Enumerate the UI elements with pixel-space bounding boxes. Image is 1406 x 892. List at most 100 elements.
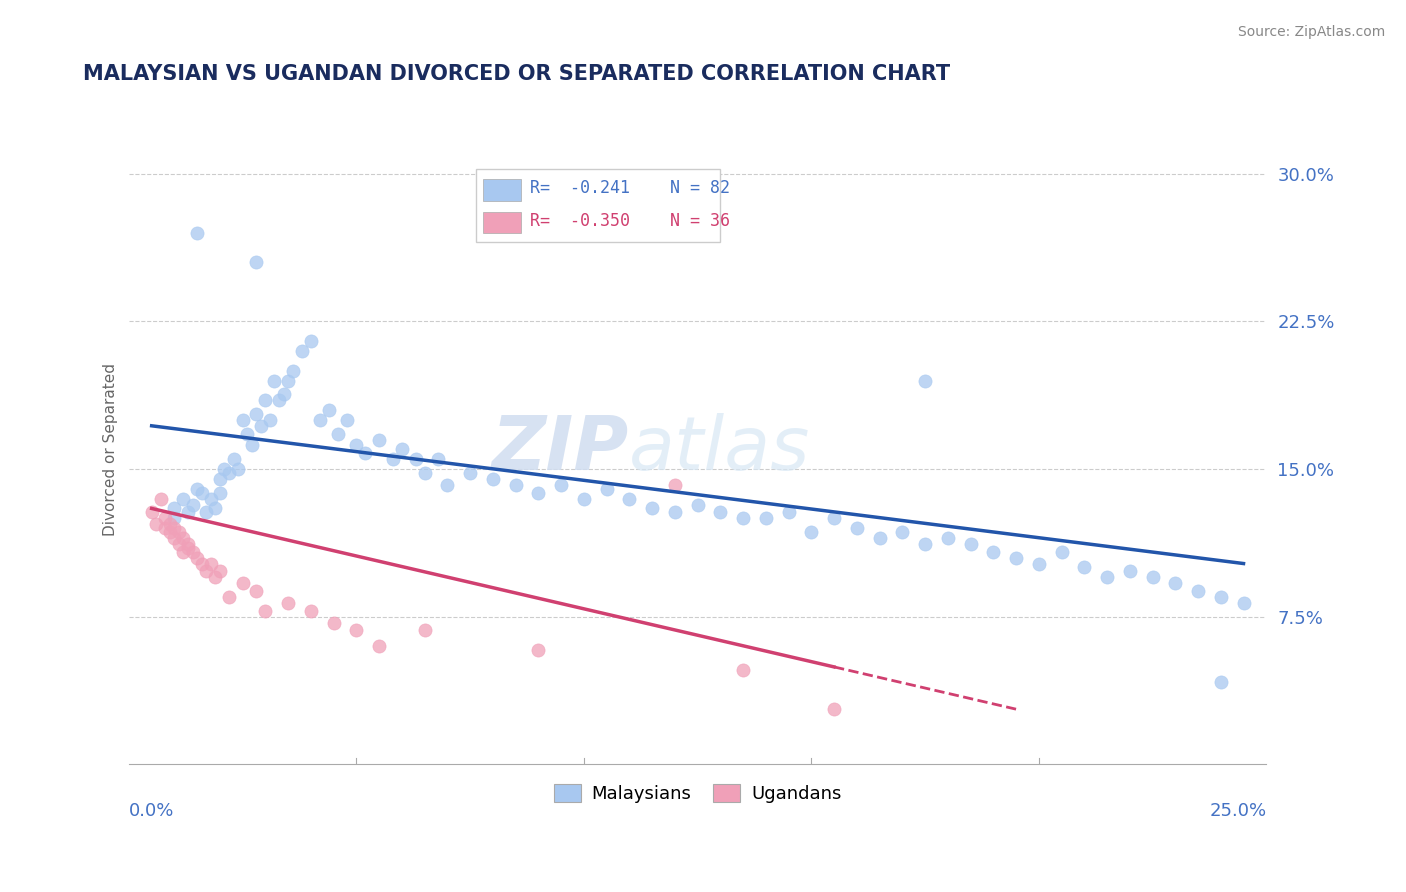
Point [344,438,367,452]
Point [172,491,194,506]
Point [845,521,868,535]
Point [413,624,436,638]
Point [368,433,391,447]
Point [328,426,350,441]
Point [709,505,731,519]
Text: R=  -0.241    N = 82: R= -0.241 N = 82 [530,179,730,197]
Point [427,452,450,467]
Point [458,466,481,480]
Point [291,344,314,359]
Point [823,702,845,716]
Point [186,482,208,496]
Point [204,501,226,516]
Point [318,403,340,417]
Point [1028,557,1050,571]
Y-axis label: Divorced or Separated: Divorced or Separated [103,363,118,536]
Point [190,557,212,571]
Point [778,505,800,519]
Text: atlas: atlas [630,413,811,485]
Point [159,524,181,539]
Point [733,511,755,525]
Point [686,498,709,512]
Point [869,531,891,545]
Text: ZIP: ZIP [492,413,630,486]
Point [733,663,755,677]
Point [200,491,222,506]
Point [273,387,295,401]
Point [391,442,413,457]
Text: R=  -0.350    N = 36: R= -0.350 N = 36 [530,211,730,230]
Point [1119,565,1142,579]
Legend: Malaysians, Ugandans: Malaysians, Ugandans [544,774,851,812]
Point [163,521,186,535]
Point [1209,590,1232,604]
Point [167,524,190,539]
Point [167,537,190,551]
FancyBboxPatch shape [482,212,522,234]
Text: 0.0%: 0.0% [129,802,174,820]
Point [181,498,204,512]
Point [800,524,823,539]
Point [177,505,200,519]
Point [1164,576,1187,591]
Point [981,545,1004,559]
Point [172,545,194,559]
Point [755,511,778,525]
Point [163,501,186,516]
Point [141,505,163,519]
Point [281,364,304,378]
Text: 25.0%: 25.0% [1209,802,1267,820]
Point [226,462,249,476]
Point [232,413,254,427]
Point [200,557,222,571]
Point [1073,560,1095,574]
Point [190,485,212,500]
Point [959,537,981,551]
Point [595,482,617,496]
Point [891,524,914,539]
Point [204,570,226,584]
Point [263,374,285,388]
Point [482,472,505,486]
Point [823,511,845,525]
Point [254,604,277,618]
Point [208,565,231,579]
Point [1142,570,1164,584]
Point [155,521,177,535]
Point [505,478,527,492]
Point [309,413,332,427]
Point [936,531,959,545]
Point [344,624,367,638]
Point [641,501,664,516]
Point [277,596,299,610]
Point [368,639,391,653]
Point [222,452,245,467]
Point [208,472,231,486]
Point [299,604,322,618]
Point [149,491,172,506]
Point [259,413,281,427]
Point [405,452,427,467]
Point [195,565,218,579]
FancyBboxPatch shape [475,169,720,242]
Point [145,517,167,532]
Point [218,590,240,604]
Point [381,452,404,467]
Point [232,576,254,591]
Point [186,550,208,565]
Point [218,466,240,480]
Point [155,511,177,525]
Point [245,407,267,421]
Point [1187,584,1209,599]
Point [240,438,263,452]
Point [413,466,436,480]
Point [181,545,204,559]
Point [250,418,273,433]
Point [572,491,595,506]
Point [336,413,359,427]
Point [172,531,194,545]
Point [277,374,299,388]
Point [267,393,290,408]
Point [914,537,936,551]
Point [177,541,200,555]
